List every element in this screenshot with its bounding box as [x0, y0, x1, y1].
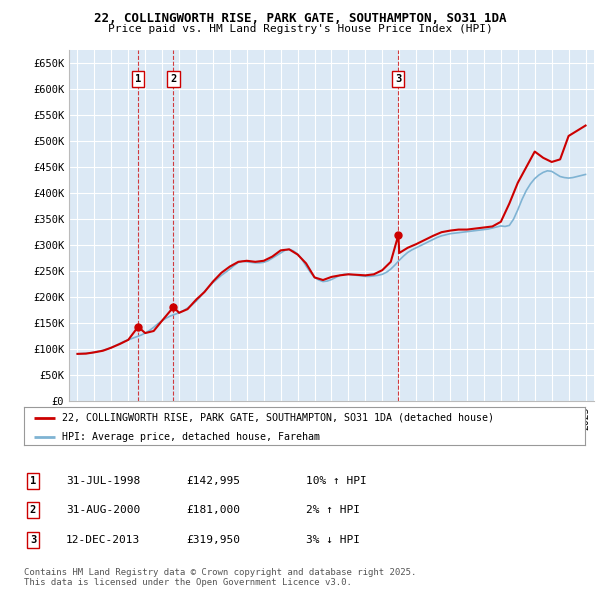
Text: 12-DEC-2013: 12-DEC-2013: [66, 535, 140, 545]
Text: This data is licensed under the Open Government Licence v3.0.: This data is licensed under the Open Gov…: [24, 578, 352, 588]
Text: 3: 3: [395, 74, 401, 84]
Text: 1: 1: [30, 476, 36, 486]
Text: £319,950: £319,950: [186, 535, 240, 545]
Text: £181,000: £181,000: [186, 506, 240, 515]
Text: 3: 3: [30, 535, 36, 545]
Text: 2% ↑ HPI: 2% ↑ HPI: [306, 506, 360, 515]
Text: 22, COLLINGWORTH RISE, PARK GATE, SOUTHAMPTON, SO31 1DA (detached house): 22, COLLINGWORTH RISE, PARK GATE, SOUTHA…: [62, 413, 494, 423]
Text: 3% ↓ HPI: 3% ↓ HPI: [306, 535, 360, 545]
Text: 2: 2: [30, 506, 36, 515]
Text: £142,995: £142,995: [186, 476, 240, 486]
Text: 31-AUG-2000: 31-AUG-2000: [66, 506, 140, 515]
Text: 1: 1: [135, 74, 141, 84]
Text: 2: 2: [170, 74, 176, 84]
Text: HPI: Average price, detached house, Fareham: HPI: Average price, detached house, Fare…: [62, 432, 320, 442]
Text: 31-JUL-1998: 31-JUL-1998: [66, 476, 140, 486]
Text: Contains HM Land Registry data © Crown copyright and database right 2025.: Contains HM Land Registry data © Crown c…: [24, 568, 416, 577]
Text: 22, COLLINGWORTH RISE, PARK GATE, SOUTHAMPTON, SO31 1DA: 22, COLLINGWORTH RISE, PARK GATE, SOUTHA…: [94, 12, 506, 25]
Text: 10% ↑ HPI: 10% ↑ HPI: [306, 476, 367, 486]
Text: Price paid vs. HM Land Registry's House Price Index (HPI): Price paid vs. HM Land Registry's House …: [107, 24, 493, 34]
